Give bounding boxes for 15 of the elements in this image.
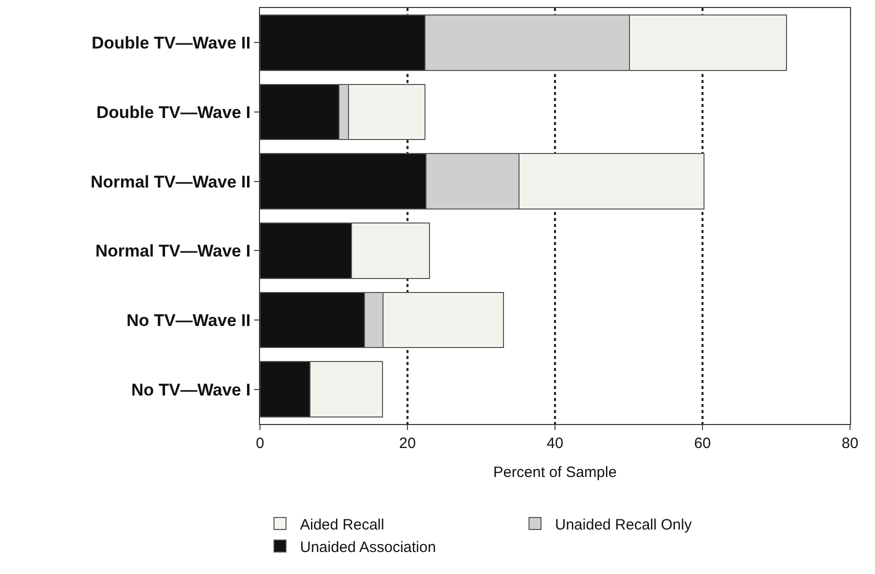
x-axis-title: Percent of Sample [493,464,617,481]
x-tick-label: 60 [694,435,711,452]
x-tick-label: 20 [399,435,416,452]
legend-label: Unaided Recall Only [555,516,692,534]
y-tick-label: Double TV—Wave II [92,34,251,53]
y-tick-label: Normal TV—Wave I [95,242,251,261]
legend-label: Unaided Association [300,538,436,556]
x-tick-label: 40 [546,435,564,452]
y-tick-label: No TV—Wave I [131,380,251,400]
y-tick-label: Normal TV—Wave II [90,172,251,192]
x-tick-label: 0 [256,435,264,452]
y-tick-label: Double TV—Wave I [96,102,251,122]
y-tick-label: No TV—Wave II [126,310,251,330]
legend-label: Aided Recall [300,516,384,534]
x-tick-label: 80 [842,435,858,452]
